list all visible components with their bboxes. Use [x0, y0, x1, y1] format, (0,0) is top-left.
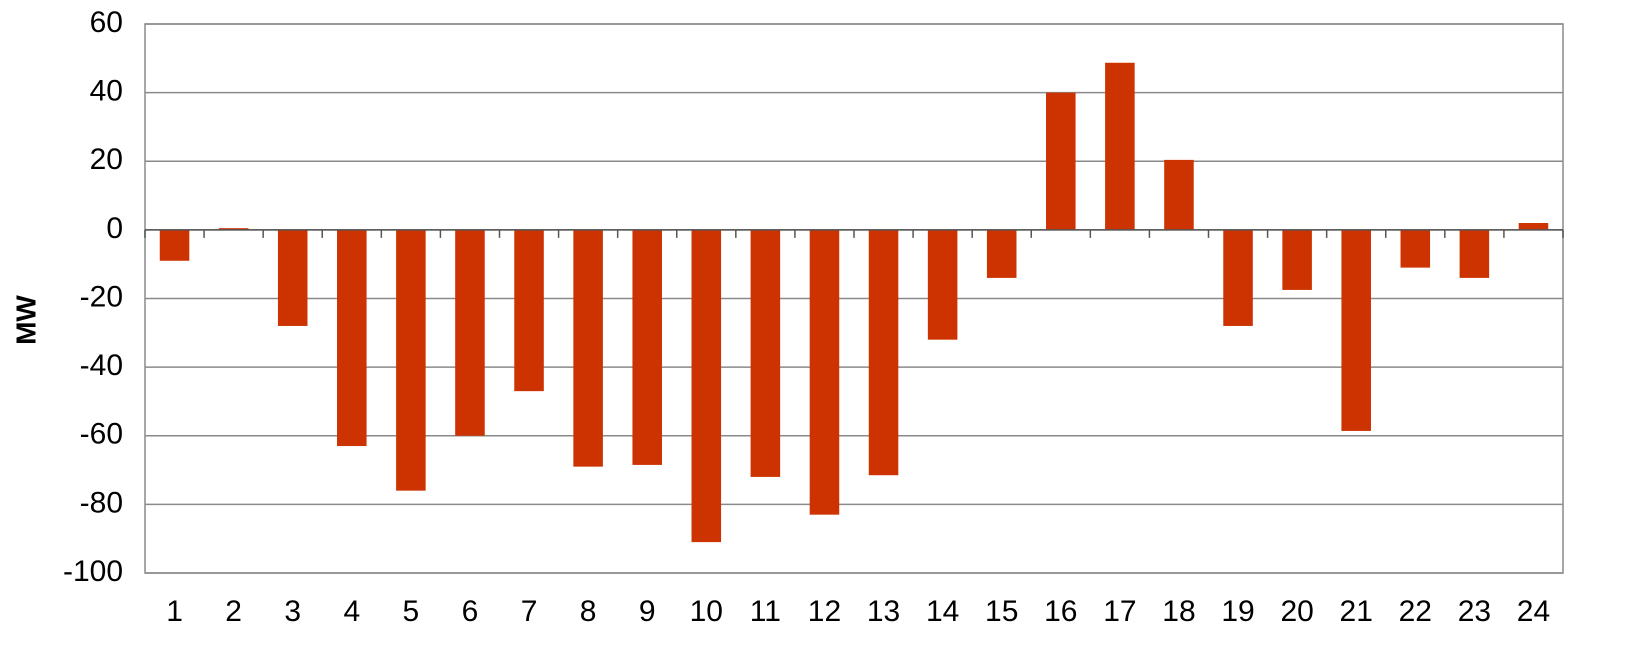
x-tick-label: 21 — [1340, 595, 1373, 628]
y-tick-label: 20 — [90, 143, 123, 176]
y-tick-label: -80 — [80, 486, 123, 519]
x-tick-label: 10 — [690, 595, 723, 628]
bar — [868, 229, 899, 476]
y-tick-label: -60 — [80, 418, 123, 451]
x-tick-label: 4 — [343, 595, 360, 628]
x-tick-label: 18 — [1162, 595, 1195, 628]
bar — [455, 229, 485, 436]
plot-border — [144, 23, 1564, 574]
x-tick-label: 5 — [403, 595, 420, 628]
x-tick-label: 7 — [521, 595, 538, 628]
y-tick-label: 40 — [90, 75, 123, 108]
y-tick-label: -100 — [63, 555, 123, 588]
bar — [809, 229, 840, 515]
bar — [159, 229, 190, 261]
x-tick-label: 14 — [926, 595, 959, 628]
bar — [1046, 92, 1076, 230]
x-tick-label: 11 — [750, 595, 781, 628]
x-tick-label: 23 — [1458, 595, 1491, 628]
x-tick-label: 1 — [166, 595, 183, 628]
x-tick-label: 2 — [225, 595, 242, 628]
x-tick-label: 8 — [580, 595, 597, 628]
bar — [1105, 62, 1135, 230]
bar — [277, 229, 308, 326]
x-tick-label: 6 — [462, 595, 479, 628]
x-tick-label: 15 — [985, 595, 1018, 628]
bar — [927, 229, 958, 340]
x-tick-label: 13 — [867, 595, 900, 628]
bar — [514, 229, 544, 392]
bar — [1223, 229, 1253, 326]
x-tick-label: 16 — [1044, 595, 1077, 628]
x-tick-label: 20 — [1280, 595, 1313, 628]
x-tick-label: 3 — [284, 595, 301, 628]
bar — [750, 229, 781, 477]
y-axis-label: MW — [10, 295, 41, 345]
x-tick-label: 12 — [808, 595, 841, 628]
y-tick-label: -40 — [80, 349, 123, 382]
x-tick-label: 17 — [1103, 595, 1136, 628]
bar — [1518, 223, 1549, 230]
x-tick-label: 9 — [639, 595, 656, 628]
y-tick-label: 0 — [106, 212, 123, 245]
x-tick-label: 22 — [1399, 595, 1432, 628]
x-tick-label: 19 — [1221, 595, 1254, 628]
bar — [218, 228, 249, 230]
bar — [1341, 229, 1371, 431]
x-tick-label: 24 — [1517, 595, 1550, 628]
bar — [1459, 229, 1490, 278]
bar — [1282, 229, 1312, 290]
bar — [632, 229, 662, 465]
bar — [691, 229, 722, 543]
bar — [1400, 229, 1431, 268]
bar — [986, 229, 1017, 278]
y-tick-label: -20 — [80, 280, 123, 313]
y-tick-label: 60 — [90, 6, 123, 39]
bar — [337, 229, 367, 447]
bar — [1164, 159, 1194, 230]
bar — [396, 229, 426, 491]
bar — [573, 229, 603, 467]
